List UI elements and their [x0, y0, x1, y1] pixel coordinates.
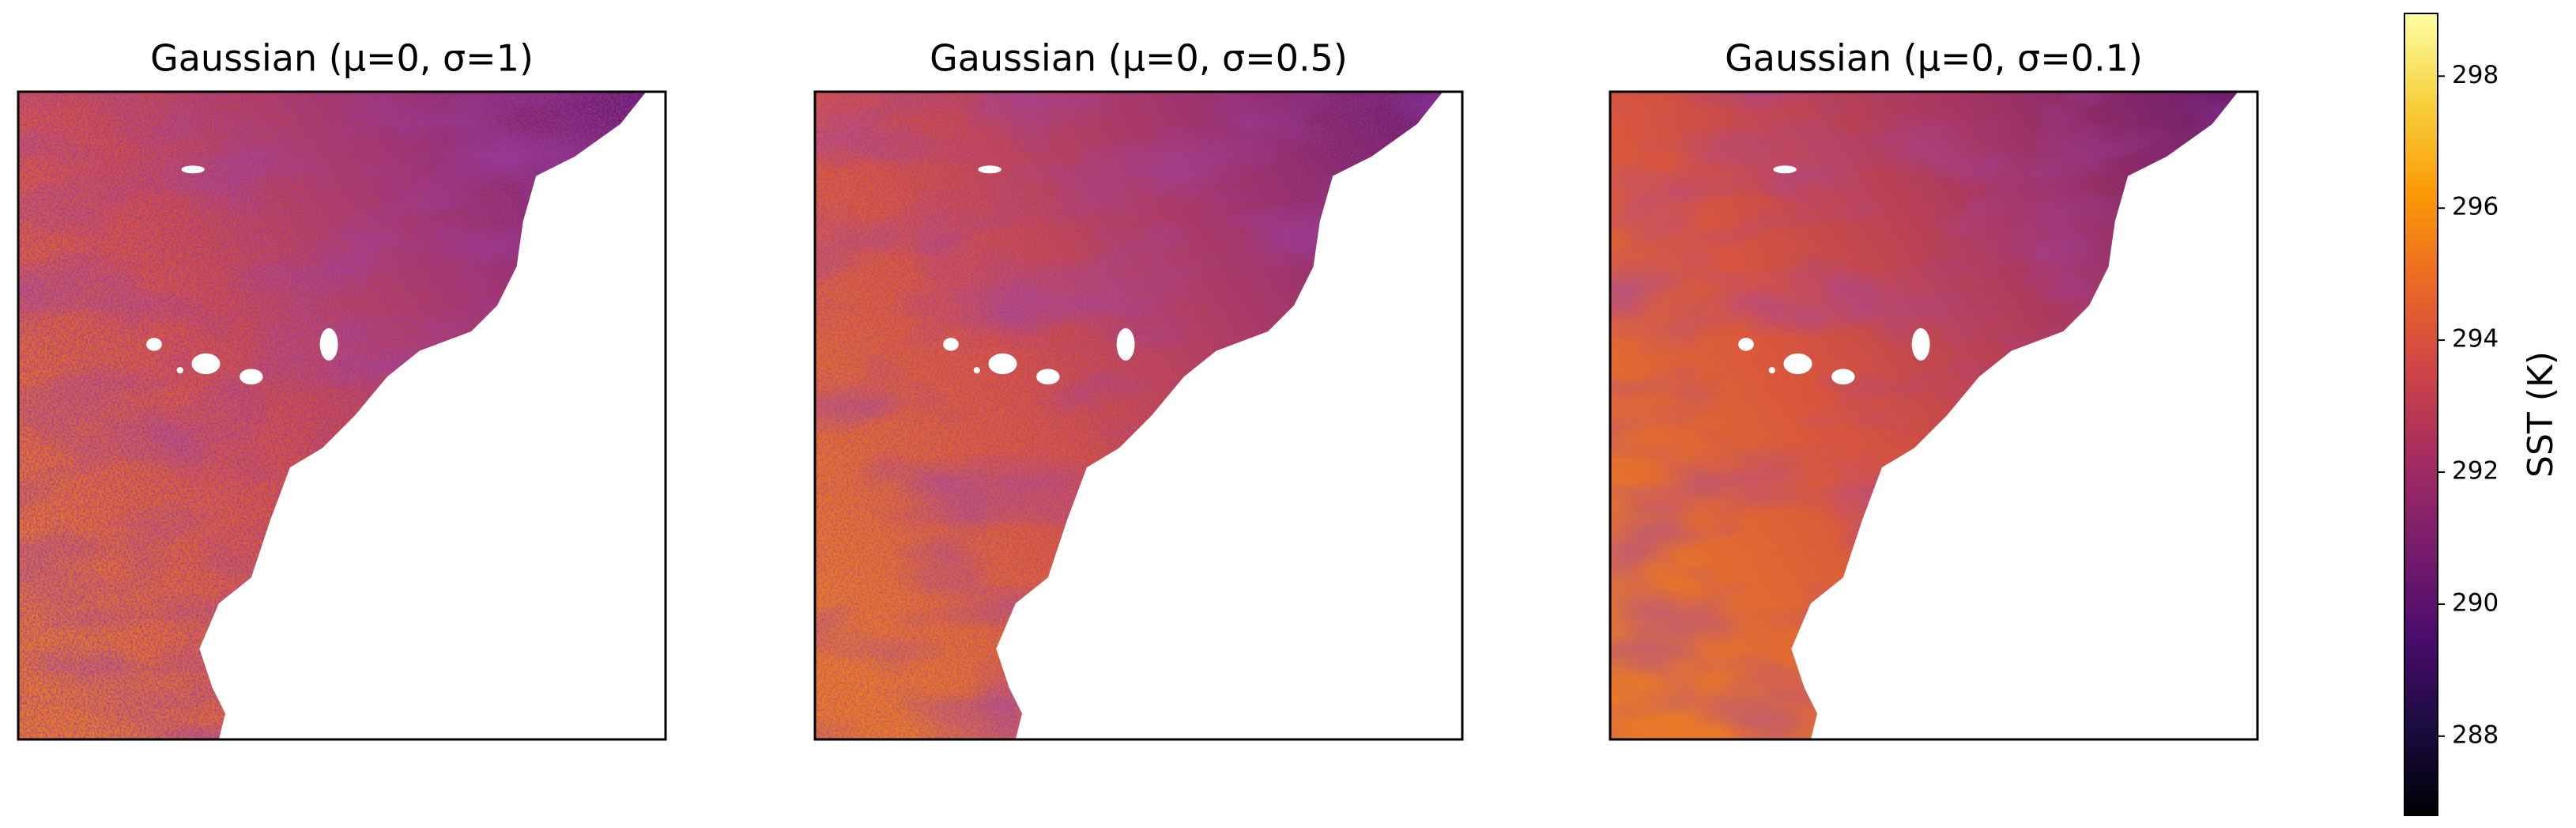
colorbar-tick-label: 298 [2452, 61, 2499, 89]
colorbar-label: SST (K) [2521, 351, 2561, 478]
heatmap-panel [815, 92, 1462, 739]
panel-title: Gaussian (μ=0, σ=1) [150, 37, 534, 80]
island [146, 338, 162, 351]
heatmap-panel [1610, 92, 2257, 739]
island [978, 165, 1001, 174]
panel-frame [17, 90, 667, 741]
island [181, 165, 205, 174]
island [1783, 353, 1812, 375]
island [943, 338, 959, 351]
island [988, 353, 1017, 375]
island [239, 369, 263, 385]
island [1738, 338, 1754, 351]
island [1773, 165, 1797, 174]
heatmap-panel [18, 92, 666, 739]
panel-frame [1609, 90, 2259, 741]
island [191, 353, 221, 375]
island [176, 367, 183, 374]
colorbar-tick-label: 292 [2452, 457, 2499, 486]
island [1768, 367, 1775, 374]
island [319, 327, 338, 361]
land [996, 92, 1462, 739]
land [199, 92, 666, 739]
colorbar-tick-label: 288 [2452, 720, 2499, 749]
colorbar-tick-label: 296 [2452, 193, 2499, 221]
island [1116, 327, 1135, 361]
colorbar-tick-label: 290 [2452, 588, 2499, 617]
island [1036, 369, 1060, 385]
island [1911, 327, 1930, 361]
land [1791, 92, 2257, 739]
island [973, 367, 980, 374]
panel-title: Gaussian (μ=0, σ=0.5) [930, 37, 1348, 80]
panel-title: Gaussian (μ=0, σ=0.1) [1725, 37, 2143, 80]
colorbar [2404, 13, 2438, 816]
island [1831, 369, 1855, 385]
panel-frame [813, 90, 1464, 741]
colorbar-tick-label: 294 [2452, 325, 2499, 354]
